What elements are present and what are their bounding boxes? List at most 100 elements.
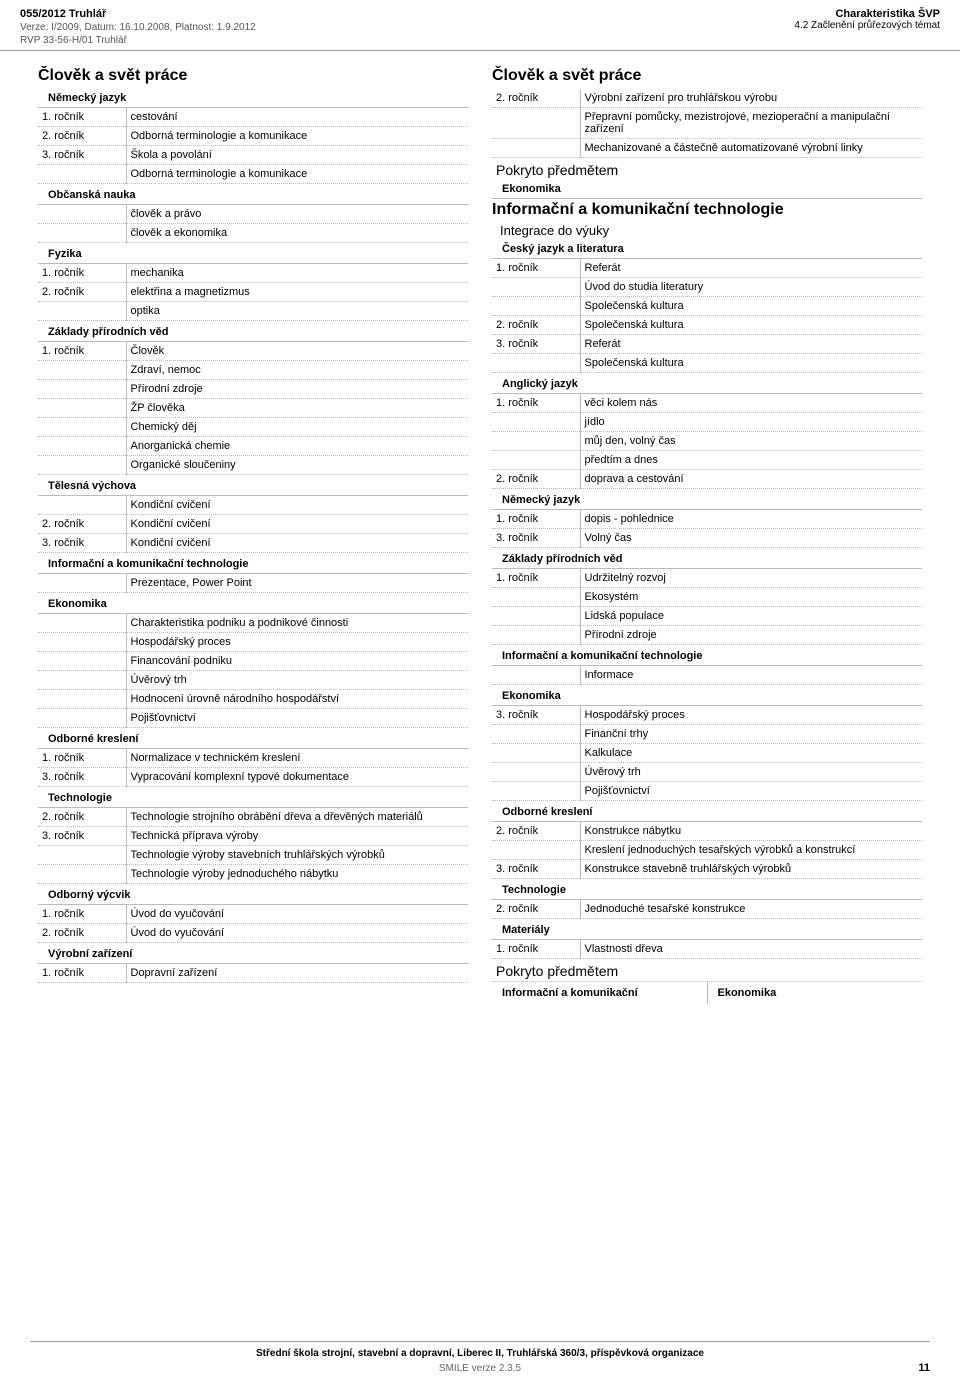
year-cell — [38, 456, 126, 475]
year-cell: 2. ročník — [38, 283, 126, 302]
topic-cell: Společenská kultura — [580, 316, 922, 335]
topic-cell: Úvěrový trh — [126, 671, 468, 690]
topic-cell: Pojišťovnictví — [580, 782, 922, 801]
topic-cell: Konstrukce stavebně truhlářských výrobků — [580, 860, 922, 879]
doc-number: 055/2012 Truhlář — [20, 8, 256, 20]
covered-by-heading: Pokryto předmětem — [496, 162, 922, 178]
table-row: Společenská kultura — [492, 354, 922, 373]
year-cell — [492, 588, 580, 607]
topic-cell: Společenská kultura — [580, 297, 922, 316]
subject-name: Fyzika — [38, 245, 468, 264]
subject-table: Anglický jazyk1. ročníkvěci kolem násjíd… — [492, 375, 922, 489]
table-row: Charakteristika podniku a podnikové činn… — [38, 614, 468, 633]
subject-name: Technologie — [492, 881, 922, 900]
topic-cell: Anorganická chemie — [126, 437, 468, 456]
topic-cell: mechanika — [126, 264, 468, 283]
topic-cell: Hodnocení úrovně národního hospodářství — [126, 690, 468, 709]
right-heading-b: Informační a komunikační technologie — [492, 201, 922, 219]
topic-cell: Technologie strojního obrábění dřeva a d… — [126, 808, 468, 827]
table-row: 3. ročníkReferát — [492, 335, 922, 354]
topic-cell: dopis - pohlednice — [580, 510, 922, 529]
topic-cell: Jednoduché tesařské konstrukce — [580, 900, 922, 919]
topic-cell: Vlastnosti dřeva — [580, 940, 922, 959]
topic-cell: Úvěrový trh — [580, 763, 922, 782]
table-row: člověk a ekonomika — [38, 224, 468, 243]
year-cell — [38, 380, 126, 399]
topic-cell: Přírodní zdroje — [126, 380, 468, 399]
year-cell: 2. ročník — [492, 470, 580, 489]
year-cell: 2. ročník — [492, 89, 580, 108]
year-cell — [492, 626, 580, 645]
page-number: 11 — [918, 1362, 930, 1374]
subject-name: Odborné kreslení — [38, 730, 468, 749]
topic-cell: Referát — [580, 259, 922, 278]
table-row: Pojišťovnictví — [492, 782, 922, 801]
subject-name: Ekonomika — [38, 595, 468, 614]
topic-cell: Ekosystém — [580, 588, 922, 607]
year-cell: 2. ročník — [492, 900, 580, 919]
top-table: 2. ročníkVýrobní zařízení pro truhlářsko… — [492, 89, 922, 158]
table-row: 3. ročníkKondiční cvičení — [38, 534, 468, 553]
table-row: optika — [38, 302, 468, 321]
year-cell — [38, 437, 126, 456]
year-cell: 1. ročník — [38, 108, 126, 127]
year-cell — [492, 725, 580, 744]
topic-cell: předtím a dnes — [580, 451, 922, 470]
table-row: Organické sloučeniny — [38, 456, 468, 475]
topic-cell: Udržitelný rozvoj — [580, 569, 922, 588]
header-right: Charakteristika ŠVP 4.2 Začlenění průřez… — [794, 8, 940, 46]
header-left: 055/2012 Truhlář Verze: I/2009, Datum: 1… — [20, 8, 256, 46]
subject-table: Materiály1. ročníkVlastnosti dřeva — [492, 921, 922, 959]
table-row: 3. ročníkTechnická příprava výroby — [38, 827, 468, 846]
subject-table: Český jazyk a literatura1. ročníkReferát… — [492, 240, 922, 373]
bottom-row: Informační a komunikačníEkonomika — [492, 981, 922, 1004]
table-row: 2. ročníkVýrobní zařízení pro truhlářsko… — [492, 89, 922, 108]
table-row: Přírodní zdroje — [38, 380, 468, 399]
subject-name: Výrobní zařízení — [38, 945, 468, 964]
topic-cell: Konstrukce nábytku — [580, 822, 922, 841]
year-cell — [492, 297, 580, 316]
year-cell — [492, 451, 580, 470]
year-cell — [38, 361, 126, 380]
topic-cell: Normalizace v technickém kreslení — [126, 749, 468, 768]
bottom-cell-b: Ekonomika — [708, 982, 923, 1004]
year-cell — [38, 709, 126, 728]
topic-cell: Pojišťovnictví — [126, 709, 468, 728]
year-cell: 1. ročník — [492, 259, 580, 278]
table-row: Pojišťovnictví — [38, 709, 468, 728]
table-row: Financování podniku — [38, 652, 468, 671]
year-cell — [38, 614, 126, 633]
header-subtitle: 4.2 Začlenění průřezových témat — [794, 20, 940, 31]
table-row: 2. ročníkKonstrukce nábytku — [492, 822, 922, 841]
year-cell — [492, 607, 580, 626]
subject-table: EkonomikaCharakteristika podniku a podni… — [38, 595, 468, 728]
topic-cell: Zdraví, nemoc — [126, 361, 468, 380]
topic-cell: Vypracování komplexní typové dokumentace — [126, 768, 468, 787]
year-cell: 1. ročník — [38, 342, 126, 361]
year-cell — [38, 690, 126, 709]
topic-cell: Technická příprava výroby — [126, 827, 468, 846]
year-cell: 2. ročník — [492, 822, 580, 841]
year-cell — [38, 496, 126, 515]
year-cell — [492, 744, 580, 763]
topic-cell: Úvod do studia literatury — [580, 278, 922, 297]
page-footer: Střední škola strojní, stavební a doprav… — [0, 1341, 960, 1374]
year-cell: 3. ročník — [38, 768, 126, 787]
subject-name: Základy přírodních věd — [492, 550, 922, 569]
table-row: Úvěrový trh — [38, 671, 468, 690]
year-cell — [492, 432, 580, 451]
subject-table: Ekonomika3. ročníkHospodářský procesFina… — [492, 687, 922, 801]
subject-name: Materiály — [492, 921, 922, 940]
table-row: 2. ročníkSpolečenská kultura — [492, 316, 922, 335]
subject-table: Základy přírodních věd1. ročníkUdržiteln… — [492, 550, 922, 645]
year-cell — [492, 666, 580, 685]
subject-name: Německý jazyk — [492, 491, 922, 510]
subject-name: Základy přírodních věd — [38, 323, 468, 342]
year-cell — [38, 865, 126, 884]
topic-cell: Dopravní zařízení — [126, 964, 468, 983]
table-row: Hospodářský proces — [38, 633, 468, 652]
topic-cell: Informace — [580, 666, 922, 685]
topic-cell: věci kolem nás — [580, 394, 922, 413]
year-cell — [38, 652, 126, 671]
doc-rvp: RVP 33-56-H/01 Truhlář — [20, 35, 256, 46]
